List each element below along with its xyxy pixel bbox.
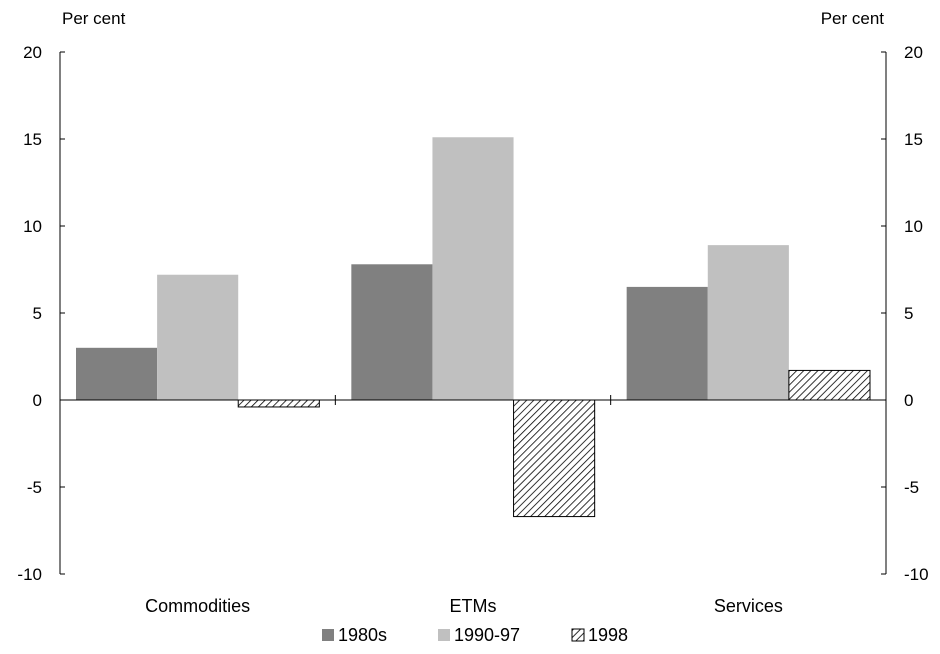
left-tick-label: 20: [23, 43, 42, 62]
left-tick-label: 10: [23, 217, 42, 236]
legend: 1980s 1990-97 1998: [322, 625, 628, 645]
bar-etms-1998: [513, 399, 596, 518]
bar-commodities-1998: [237, 399, 320, 408]
bar-services-1998: [788, 369, 871, 401]
bar-commodities-1980s: [76, 347, 158, 400]
right-tick-label: -5: [904, 478, 919, 497]
legend-label-1980s: 1980s: [338, 625, 387, 645]
right-tick-label: 15: [904, 130, 923, 149]
legend-label-1990-97: 1990-97: [454, 625, 520, 645]
legend-label-1998: 1998: [588, 625, 628, 645]
category-label-commodities: Commodities: [145, 596, 250, 616]
legend-swatch-1998: [571, 628, 585, 642]
right-tick-label: 5: [904, 304, 913, 323]
bar-etms-1980s: [351, 264, 433, 400]
bar-services-1980s: [626, 286, 708, 400]
left-axis: -10 -5 0 5 10 15 20: [17, 43, 65, 584]
category-label-etms: ETMs: [450, 596, 497, 616]
category-label-services: Services: [714, 596, 783, 616]
bar-etms-1990-97: [432, 137, 514, 400]
left-tick-label: 5: [33, 304, 42, 323]
left-tick-label: 15: [23, 130, 42, 149]
right-axis-label: Per cent: [821, 9, 885, 28]
legend-swatch-1980s: [322, 629, 334, 641]
bar-commodities-1990-97: [157, 274, 239, 400]
zero-axis: [60, 395, 886, 405]
right-tick-label: -10: [904, 565, 929, 584]
right-tick-label: 0: [904, 391, 913, 410]
bar-services-1990-97: [707, 245, 789, 400]
legend-swatch-1990-97: [438, 629, 450, 641]
left-axis-label: Per cent: [62, 9, 126, 28]
bars: [76, 137, 871, 518]
right-axis: -10 -5 0 5 10 15 20: [881, 43, 929, 584]
left-tick-label: 0: [33, 391, 42, 410]
right-tick-label: 10: [904, 217, 923, 236]
category-labels: Commodities ETMs Services: [145, 596, 783, 616]
right-tick-label: 20: [904, 43, 923, 62]
left-tick-label: -5: [27, 478, 42, 497]
left-tick-label: -10: [17, 565, 42, 584]
